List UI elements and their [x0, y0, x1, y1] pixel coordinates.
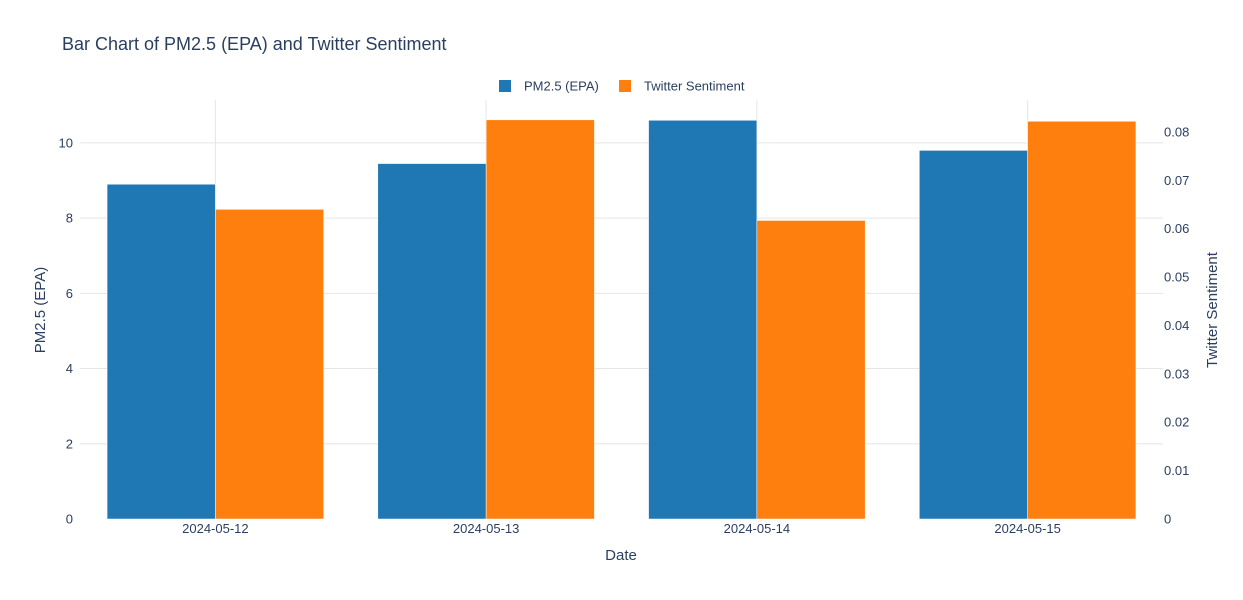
y2-tick-label: 0.01: [1164, 463, 1189, 478]
bar-sentiment-2024-05-14: [756, 220, 866, 520]
y-tick-label: 4: [66, 361, 73, 376]
chart-title: Bar Chart of PM2.5 (EPA) and Twitter Sen…: [62, 34, 447, 54]
bar-sentiment-2024-05-12: [215, 209, 324, 520]
bar-sentiment-2024-05-15: [1027, 121, 1137, 520]
bar-pm25-2024-05-13: [377, 163, 487, 520]
x-tick-label: 2024-05-13: [453, 521, 520, 536]
legend-swatch-sentiment: [619, 80, 631, 92]
legend-label-sentiment: Twitter Sentiment: [644, 79, 745, 94]
y-tick-label: 2: [66, 436, 73, 451]
y-axis-ticks: 0 2 4 6 8 10: [59, 135, 73, 526]
y-tick-label: 0: [66, 512, 73, 527]
y-tick-label: 6: [66, 286, 73, 301]
x-axis-ticks: 2024-05-12 2024-05-13 2024-05-14 2024-05-15: [182, 521, 1061, 536]
y2-tick-label: 0.04: [1164, 318, 1189, 333]
x-tick-label: 2024-05-15: [994, 521, 1061, 536]
y2-tick-label: 0.08: [1164, 124, 1189, 139]
y2-tick-label: 0.02: [1164, 415, 1189, 430]
bar-pm25-2024-05-12: [106, 184, 216, 520]
y2-axis-ticks: 0 0.01 0.02 0.03 0.04 0.05 0.06 0.07 0.08: [1164, 124, 1189, 526]
y2-tick-label: 0.06: [1164, 221, 1189, 236]
y2-tick-label: 0: [1164, 512, 1171, 527]
y-tick-label: 8: [66, 211, 73, 226]
y2-tick-label: 0.07: [1164, 173, 1189, 188]
bar-sentiment-2024-05-13: [485, 119, 595, 520]
y2-tick-label: 0.03: [1164, 366, 1189, 381]
x-tick-label: 2024-05-14: [724, 521, 791, 536]
bar-pm25-2024-05-14: [648, 120, 758, 520]
x-axis-title: Date: [605, 547, 637, 564]
y-axis-title: PM2.5 (EPA): [32, 267, 49, 353]
x-tick-label: 2024-05-12: [182, 521, 249, 536]
y-tick-label: 10: [59, 135, 73, 150]
y2-axis-title: Twitter Sentiment: [1204, 251, 1221, 368]
bars: [106, 119, 1137, 520]
legend-label-pm25: PM2.5 (EPA): [524, 79, 599, 94]
bar-pm25-2024-05-15: [919, 150, 1028, 520]
y2-tick-label: 0.05: [1164, 270, 1189, 285]
legend-swatch-pm25: [499, 80, 511, 92]
legend: PM2.5 (EPA) Twitter Sentiment: [499, 79, 745, 94]
